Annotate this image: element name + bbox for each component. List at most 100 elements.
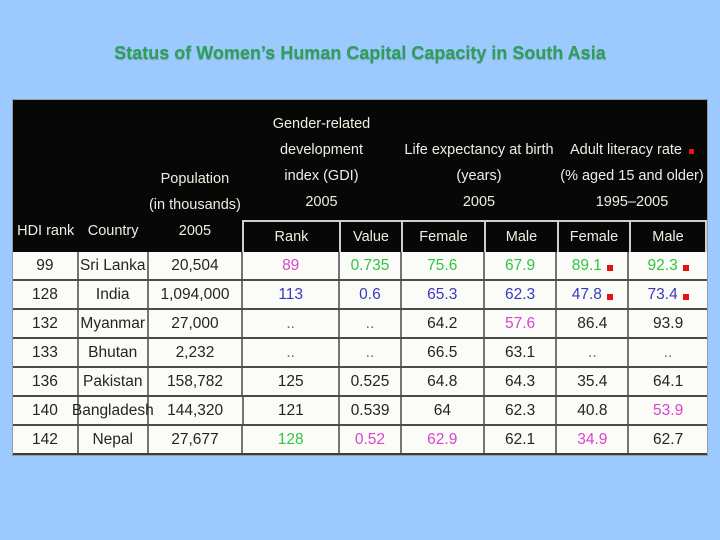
table-cell: 35.4 xyxy=(557,368,630,395)
cell-value: 89.1 xyxy=(571,256,602,274)
cell-value: 63.1 xyxy=(504,343,536,361)
page-title: Status of Women’s Human Capital Capacity… xyxy=(114,43,606,63)
table-cell: 62.7 xyxy=(629,426,707,453)
header-label: HDI rank xyxy=(17,223,75,239)
cell-value: 67.9 xyxy=(504,256,536,274)
cell-value: 125 xyxy=(277,372,304,390)
cell-value: 136 xyxy=(31,372,58,390)
table-cell: 113 xyxy=(243,281,341,308)
header-label: 1995–2005 xyxy=(595,194,669,210)
header-label: Life expectancy at birth xyxy=(404,142,554,158)
red-marker-icon xyxy=(606,264,613,271)
header-label: Gender-related xyxy=(272,116,371,132)
table-cell: Sri Lanka xyxy=(79,252,149,279)
header-population: Population (in thousands) 2005 xyxy=(148,100,242,252)
cell-value: 53.9 xyxy=(653,401,684,419)
cell-value: 140 xyxy=(31,401,58,419)
table-cell: 2,232 xyxy=(149,339,244,366)
table-cell: 65.3 xyxy=(402,281,485,308)
cell-value: 0.539 xyxy=(350,401,390,419)
cell-value: 142 xyxy=(31,430,58,448)
table-row: 132 Myanmar 27,000.... 64.2 57.6 86.4 93.9 xyxy=(13,310,707,339)
table-cell: 136 xyxy=(13,368,79,395)
cell-value: Sri Lanka xyxy=(79,256,146,274)
cell-value: 73.4 xyxy=(647,285,678,303)
table-cell: 27,677 xyxy=(149,426,244,453)
cell-value: 27,000 xyxy=(171,314,219,332)
literacy-title-line: Adult literacy rate xyxy=(557,137,707,163)
subheader-gdi-rank: Rank xyxy=(241,222,339,252)
table-cell: .. xyxy=(340,310,402,337)
header-label: index (GDI) xyxy=(284,168,359,184)
table-cell: 86.4 xyxy=(557,310,630,337)
table-cell: 1,094,000 xyxy=(149,281,244,308)
cell-value: 62.1 xyxy=(504,430,536,448)
subheader-life-male: Male xyxy=(483,222,557,252)
table-cell: 66.5 xyxy=(402,339,485,366)
table-cell: 93.9 xyxy=(629,310,707,337)
table-cell: 132 xyxy=(13,310,79,337)
cell-value: Bhutan xyxy=(88,343,138,361)
cell-value: 0.6 xyxy=(359,285,381,303)
cell-value: 121 xyxy=(277,401,304,419)
header-hdi-rank: HDI rank xyxy=(13,100,78,252)
cell-value: 128 xyxy=(31,285,58,303)
table-cell: 62.1 xyxy=(485,426,558,453)
table-cell: 158,782 xyxy=(149,368,244,395)
table-row: 136 Pakistan 158,782 125 0.525 64.8 64.3 35.4 64… xyxy=(13,368,707,397)
table-cell: 0.525 xyxy=(340,368,402,395)
header-gdi-label: Gender-related development index (GDI) 2005 xyxy=(242,100,401,220)
header-label: development xyxy=(279,142,363,158)
header-label: Country xyxy=(87,223,139,239)
cell-value: .. xyxy=(663,343,673,361)
table-cell: 144,320 xyxy=(149,397,244,424)
cell-value: 86.4 xyxy=(577,314,608,332)
cell-value: Pakistan xyxy=(82,372,143,390)
table-cell: 63.1 xyxy=(485,339,558,366)
cell-value: 35.4 xyxy=(577,372,608,390)
table-row: 140 Bangladesh 144,320 121 0.539 64 62.3 40.8 53… xyxy=(13,397,707,426)
cell-value: 20,504 xyxy=(171,256,219,274)
header-label: (% aged 15 and older) xyxy=(560,168,704,184)
table-cell: 64.8 xyxy=(402,368,485,395)
cell-value: 75.6 xyxy=(427,256,458,274)
cell-value: 65.3 xyxy=(427,285,458,303)
table-cell: Bhutan xyxy=(79,339,149,366)
table-cell: 140 xyxy=(13,397,79,424)
cell-value: 57.6 xyxy=(504,314,536,332)
cell-value: 64 xyxy=(433,401,451,419)
header-label: 2005 xyxy=(462,194,496,210)
cell-value: 64.3 xyxy=(504,372,536,390)
cell-value: 34.9 xyxy=(577,430,608,448)
cell-value: 128 xyxy=(277,430,304,448)
table-row: 128 India 1,094,000 113 0.6 65.3 62.3 47.8 73.4 xyxy=(13,281,707,310)
table-cell: 64.1 xyxy=(629,368,707,395)
cell-value: 64.8 xyxy=(427,372,458,390)
table-body: 99 Sri Lanka 20,504 89 0.735 75.6 67.9 89.1 92.3… xyxy=(13,252,707,455)
subheader-literacy-female: Female xyxy=(556,222,629,252)
header-group-life-expectancy: Life expectancy at birth (years) 2005 Fema… xyxy=(400,100,557,252)
cell-value: 0.735 xyxy=(350,256,390,274)
subheader-life-female: Female xyxy=(400,222,484,252)
table-cell: 47.8 xyxy=(557,281,630,308)
table-cell: 121 xyxy=(244,397,341,424)
header-group-literacy: Adult literacy rate (% aged 15 and older… xyxy=(556,100,707,252)
cell-value: .. xyxy=(588,343,597,361)
table-cell: .. xyxy=(629,339,707,366)
header-label: Adult literacy rate xyxy=(569,142,682,158)
cell-value: Bangladesh xyxy=(71,401,154,419)
table-cell: .. xyxy=(243,339,341,366)
header-country: Country xyxy=(78,100,147,252)
table-cell: India xyxy=(79,281,149,308)
table-cell: 20,504 xyxy=(149,252,244,279)
table-cell: .. xyxy=(557,339,630,366)
table-cell: 64.3 xyxy=(485,368,558,395)
table-cell: .. xyxy=(340,339,402,366)
table-cell: 40.8 xyxy=(557,397,630,424)
cell-value: 66.5 xyxy=(427,343,458,361)
cell-value: 1,094,000 xyxy=(160,285,230,303)
table-cell: 92.3 xyxy=(629,252,707,279)
cell-value: 0.52 xyxy=(354,430,386,448)
table-cell: 0.52 xyxy=(340,426,402,453)
subheader-row: Female Male xyxy=(556,220,707,252)
